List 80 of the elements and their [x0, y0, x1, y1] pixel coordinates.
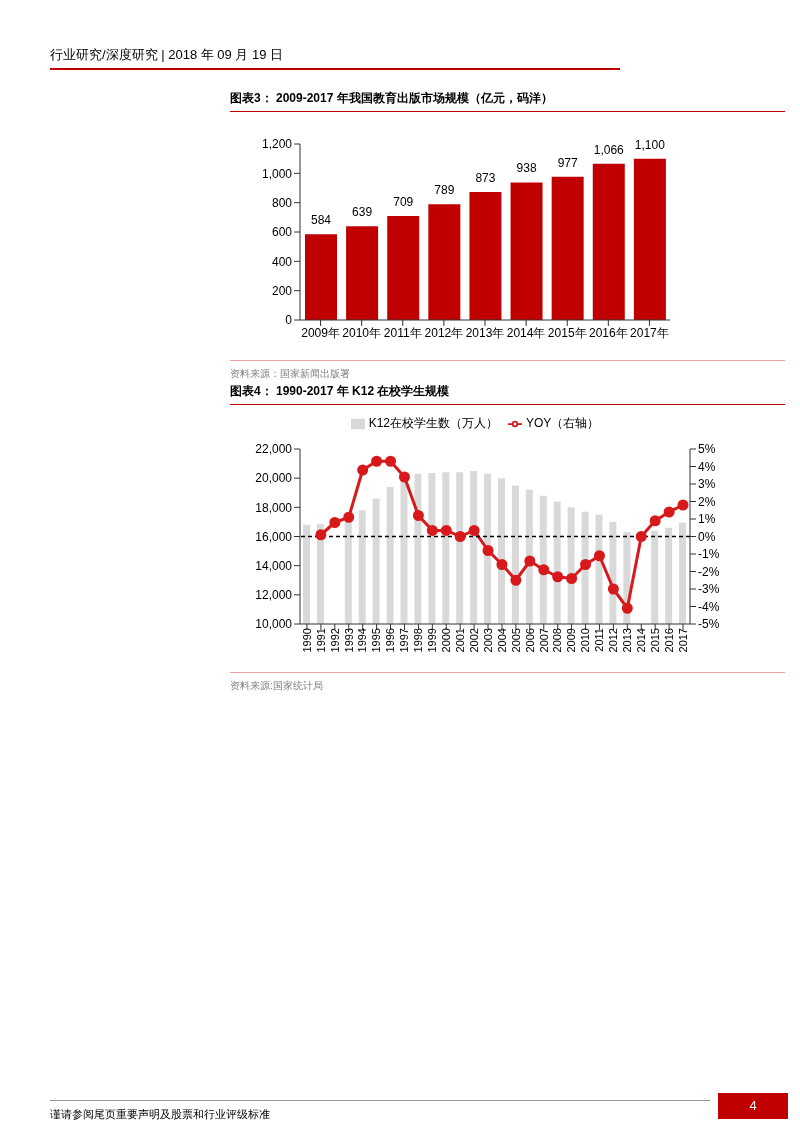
y2-tick-label: -2% [698, 564, 720, 579]
x-tick-label: 1992 [328, 628, 341, 653]
x-tick-label: 1999 [426, 628, 439, 653]
x-tick-label: 2015年 [547, 325, 587, 340]
x-tick-label: 2013年 [465, 325, 505, 340]
x-tick-label: 1995 [370, 628, 383, 653]
legend-label: K12在校学生数（万人） [368, 416, 498, 430]
x-tick-label: 1994 [356, 628, 369, 653]
y-tick-label: 0 [285, 313, 293, 328]
data-label: 1,100 [634, 137, 666, 152]
y2-tick-label: 5% [698, 442, 716, 457]
x-tick-label: 2011 [593, 628, 606, 652]
y-tick-label: 14,000 [255, 558, 293, 573]
x-tick-label: 1991 [314, 628, 327, 653]
x-tick-label: 2004 [495, 628, 508, 653]
y-tick-label: 22,000 [255, 442, 293, 457]
y2-tick-label: 2% [698, 494, 716, 509]
y-tick-label: 12,000 [255, 588, 293, 603]
data-label: 977 [557, 155, 578, 170]
y2-tick-label: -1% [698, 547, 720, 562]
chart-title: 图表4： 1990-2017 年 K12 在校学生规模 [230, 383, 785, 405]
x-tick-label: 1998 [412, 628, 425, 653]
y-tick-label: 16,000 [255, 529, 293, 544]
x-tick-label: 2007 [537, 628, 550, 653]
x-tick-label: 2014年 [506, 325, 546, 340]
x-tick-label: 1990 [300, 628, 313, 653]
x-tick-label: 2017年 [630, 325, 669, 340]
x-tick-label: 2000 [440, 628, 453, 653]
x-tick-label: 2016 [662, 628, 675, 653]
y-tick-label: 600 [271, 225, 293, 240]
x-tick-label: 2006 [523, 628, 536, 653]
text: 资料来源：国家新闻出版署 [230, 367, 351, 381]
x-tick-label: 1996 [384, 628, 397, 653]
x-tick-label: 2008 [551, 628, 564, 653]
chart-title: 图表3： 2009-2017 年我国教育出版市场规模（亿元，码洋） [230, 90, 785, 112]
data-label: 709 [393, 195, 414, 210]
x-tick-label: 2009 [565, 628, 578, 653]
x-tick-label: 2012年 [424, 325, 464, 340]
x-tick-label: 2014 [635, 628, 648, 653]
data-label: 938 [516, 161, 537, 176]
y2-tick-label: 1% [698, 512, 716, 527]
legend-label: YOY（右轴） [526, 416, 600, 430]
x-tick-label: 2017 [676, 628, 689, 653]
data-label: 1,066 [593, 142, 625, 157]
x-tick-label: 2015 [648, 628, 661, 653]
x-tick-label: 2003 [481, 628, 494, 653]
x-tick-label: 2005 [509, 628, 522, 653]
y2-tick-label: -5% [698, 617, 720, 632]
x-tick-label: 1997 [398, 628, 411, 653]
data-label: 584 [310, 213, 332, 228]
x-tick-label: 2002 [467, 628, 480, 653]
x-tick-label: 2011年 [383, 325, 422, 340]
text: 行业研究/深度研究 | 2018 年 09 月 19 日 [50, 46, 620, 70]
text: 谨请参阅尾页重要声明及股票和行业评级标准 [50, 1100, 710, 1122]
x-tick-label: 2009年 [301, 325, 340, 340]
x-tick-label: 2010年 [342, 325, 382, 340]
x-tick-label: 1993 [342, 628, 355, 653]
x-tick-label: 2012 [607, 628, 620, 653]
text: 4 [718, 1093, 788, 1119]
y-tick-label: 10,000 [255, 617, 293, 632]
data-label: 639 [352, 205, 373, 220]
y-tick-label: 1,200 [261, 137, 293, 152]
x-tick-label: 2013 [621, 628, 634, 653]
y2-tick-label: -3% [698, 582, 720, 597]
text: 资料来源:国家统计局 [230, 672, 785, 693]
x-tick-label: 2001 [453, 628, 466, 653]
y-tick-label: 1,000 [261, 166, 293, 181]
y-tick-label: 800 [271, 195, 293, 210]
y2-tick-label: 4% [698, 459, 716, 474]
data-label: 873 [475, 170, 496, 185]
y2-tick-label: -4% [698, 599, 720, 614]
x-tick-label: 2016年 [588, 325, 628, 340]
y2-tick-label: 3% [698, 477, 716, 492]
y-tick-label: 400 [271, 254, 293, 269]
y-tick-label: 20,000 [255, 471, 293, 486]
data-label: 789 [434, 183, 455, 198]
y-tick-label: 200 [271, 283, 293, 298]
y2-tick-label: 0% [698, 529, 716, 544]
y-tick-label: 18,000 [255, 500, 293, 515]
x-tick-label: 2010 [579, 628, 592, 653]
